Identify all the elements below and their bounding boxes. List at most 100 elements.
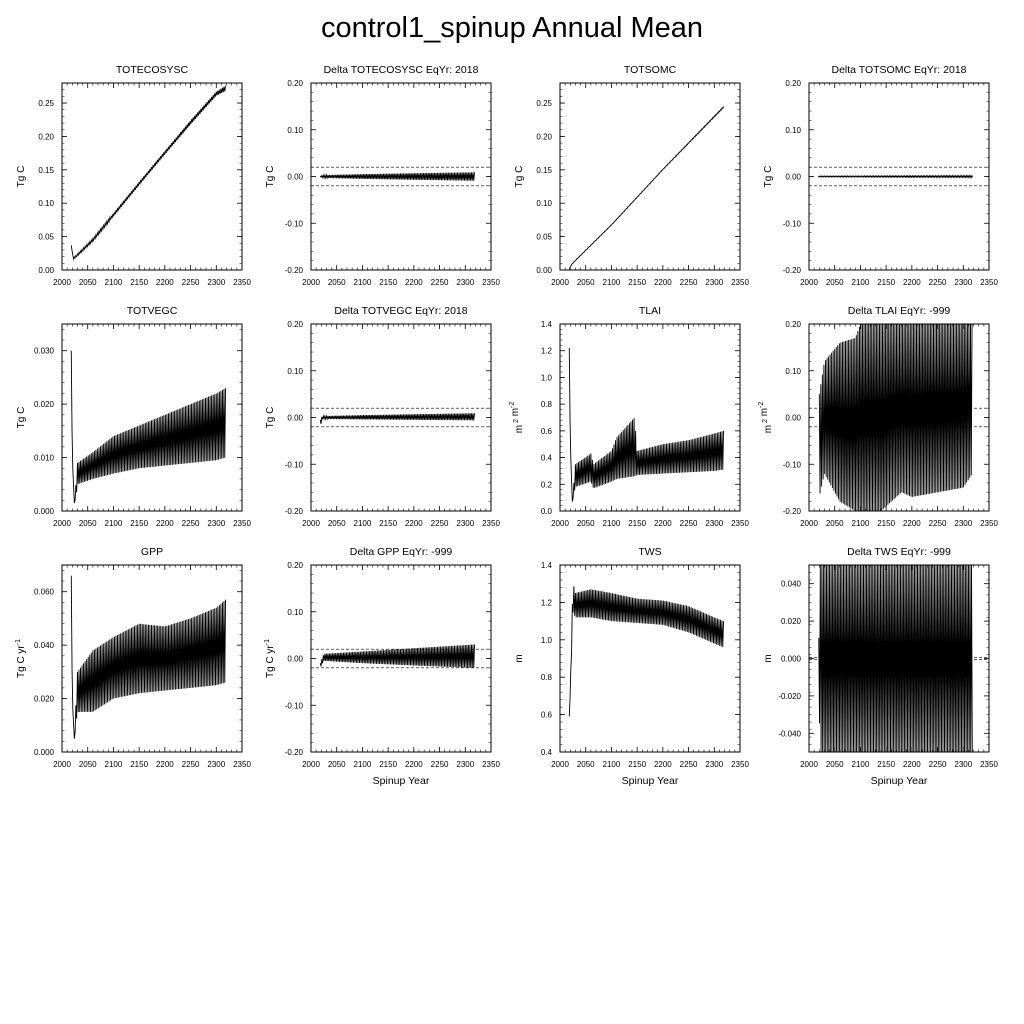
y-tick-label: 0.040 — [34, 641, 55, 650]
y-tick-label: 0.8 — [541, 673, 553, 682]
x-tick-label: 2250 — [680, 760, 698, 769]
x-tick-label: 2050 — [577, 519, 595, 528]
y-tick-label: 0.20 — [287, 320, 303, 329]
x-tick-label: 2200 — [654, 519, 672, 528]
x-tick-label: 2100 — [603, 278, 621, 287]
y-tick-label: 0.10 — [38, 199, 54, 208]
x-tick-label: 2250 — [929, 760, 947, 769]
y-tick-label: 0.8 — [541, 400, 553, 409]
y-tick-label: 1.0 — [541, 373, 553, 382]
plot-frame — [559, 564, 741, 753]
x-tick-label: 2050 — [826, 760, 844, 769]
y-axis-label: Tg C — [16, 166, 27, 188]
x-tick-label: 2100 — [105, 278, 123, 287]
chart-title: Delta TLAI EqYr: -999 — [848, 305, 951, 317]
x-tick-label: 2300 — [954, 760, 972, 769]
x-tick-label: 2300 — [456, 760, 474, 769]
x-tick-label: 2300 — [705, 278, 723, 287]
x-tick-label: 2100 — [603, 760, 621, 769]
x-tick-label: 2200 — [405, 760, 423, 769]
x-tick-label: 2350 — [233, 519, 251, 528]
x-tick-label: 2100 — [852, 519, 870, 528]
x-tick-label: 2100 — [105, 760, 123, 769]
x-axis-label: Spinup Year — [373, 775, 430, 787]
y-tick-label: 0.00 — [287, 414, 303, 423]
y-tick-label: 0.4 — [541, 748, 553, 757]
x-tick-label: 2150 — [877, 278, 895, 287]
series-line — [818, 565, 973, 752]
x-tick-label: 2300 — [705, 760, 723, 769]
x-tick-label: 2350 — [980, 519, 998, 528]
chart-panel: TWS 2000 2050 2100 2150 2200 2250 2300 2350 0.4 0.… — [514, 546, 749, 787]
series-line — [70, 350, 226, 504]
series-line — [568, 586, 724, 717]
chart-title: Delta GPP EqYr: -999 — [350, 546, 453, 558]
y-tick-label: 0.20 — [287, 79, 303, 88]
x-tick-label: 2100 — [354, 519, 372, 528]
y-axis-label: m — [763, 654, 774, 662]
x-tick-label: 2300 — [705, 519, 723, 528]
y-tick-label: 0.020 — [34, 695, 55, 704]
x-tick-label: 2250 — [182, 519, 200, 528]
x-tick-label: 2200 — [405, 278, 423, 287]
chart-panel: Delta TOTSOMC EqYr: 2018 2000 2050 2100 2150… — [763, 64, 998, 287]
y-tick-label: -0.20 — [285, 748, 304, 757]
x-tick-label: 2050 — [577, 278, 595, 287]
series-line — [568, 348, 724, 502]
y-tick-label: -0.10 — [285, 219, 304, 228]
x-tick-label: 2350 — [980, 760, 998, 769]
series-line — [319, 172, 475, 181]
y-tick-label: 0.00 — [287, 655, 303, 664]
chart-panel: Delta TLAI EqYr: -999 2000 2050 2100 2150 220… — [758, 305, 998, 528]
y-tick-label: 0.00 — [785, 414, 801, 423]
x-tick-label: 2000 — [302, 278, 320, 287]
x-tick-label: 2350 — [233, 278, 251, 287]
series-line — [319, 413, 475, 424]
x-tick-label: 2250 — [182, 760, 200, 769]
y-tick-label: 0.060 — [34, 588, 55, 597]
y-tick-label: 0.10 — [287, 608, 303, 617]
x-tick-label: 2000 — [302, 760, 320, 769]
y-tick-label: 0.6 — [541, 427, 553, 436]
x-tick-label: 2250 — [680, 519, 698, 528]
x-tick-label: 2100 — [105, 519, 123, 528]
y-tick-label: 0.00 — [38, 266, 54, 275]
series-line — [818, 324, 973, 511]
y-tick-label: 0.10 — [536, 199, 552, 208]
chart-title: TOTECOSYSC — [116, 64, 189, 76]
x-tick-label: 2200 — [903, 760, 921, 769]
x-tick-label: 2050 — [826, 278, 844, 287]
x-tick-label: 2150 — [877, 519, 895, 528]
x-tick-label: 2250 — [680, 278, 698, 287]
x-tick-label: 2350 — [233, 760, 251, 769]
y-tick-label: 0.20 — [38, 132, 54, 141]
y-tick-label: 1.2 — [541, 347, 553, 356]
x-tick-label: 2050 — [328, 278, 346, 287]
plot-frame — [61, 82, 243, 271]
x-tick-label: 2150 — [379, 760, 397, 769]
x-tick-label: 2200 — [156, 760, 174, 769]
plot-frame — [61, 564, 243, 753]
x-tick-label: 2050 — [328, 519, 346, 528]
x-tick-label: 2300 — [207, 519, 225, 528]
y-tick-label: 0.25 — [38, 99, 54, 108]
y-tick-label: -0.10 — [783, 219, 802, 228]
y-tick-label: -0.20 — [783, 507, 802, 516]
x-tick-label: 2250 — [431, 278, 449, 287]
x-tick-label: 2350 — [980, 278, 998, 287]
y-axis-label: Tg C yr-1 — [15, 639, 27, 678]
y-tick-label: 0.00 — [785, 173, 801, 182]
y-tick-label: 1.0 — [541, 636, 553, 645]
x-tick-label: 2200 — [156, 519, 174, 528]
series-line — [70, 85, 226, 261]
y-tick-label: 1.2 — [541, 598, 553, 607]
x-tick-label: 2000 — [551, 760, 569, 769]
x-tick-label: 2300 — [954, 278, 972, 287]
y-tick-label: 0.6 — [541, 711, 553, 720]
x-tick-label: 2350 — [482, 519, 500, 528]
y-tick-label: 0.000 — [34, 748, 55, 757]
series-line — [817, 174, 973, 179]
x-tick-label: 2250 — [431, 519, 449, 528]
series-line — [319, 644, 475, 668]
